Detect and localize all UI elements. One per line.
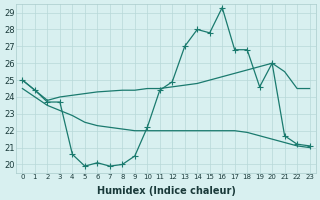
X-axis label: Humidex (Indice chaleur): Humidex (Indice chaleur) [97, 186, 236, 196]
